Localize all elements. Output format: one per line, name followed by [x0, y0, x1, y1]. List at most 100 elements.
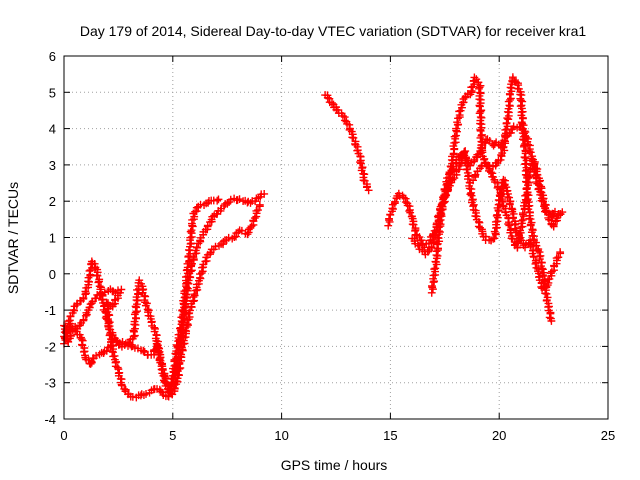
data-point-marker: [117, 285, 126, 294]
data-point-marker: [353, 146, 362, 155]
data-point-marker: [213, 196, 222, 205]
data-point-marker: [260, 190, 269, 198]
series-track-2: [60, 200, 264, 399]
data-point-marker: [427, 243, 436, 251]
x-tick-label: 0: [60, 428, 67, 443]
data-point-marker: [385, 214, 393, 223]
x-tick-label: 15: [383, 428, 397, 443]
data-point-marker: [105, 311, 114, 320]
data-point-marker: [466, 190, 475, 199]
data-point-marker: [474, 84, 483, 93]
data-point-marker: [547, 317, 556, 325]
data-point-marker: [507, 94, 515, 103]
data-point-marker: [206, 248, 215, 257]
data-point-marker: [468, 195, 477, 204]
data-point-marker: [453, 118, 462, 127]
data-point-marker: [538, 264, 546, 273]
data-point-marker: [556, 210, 565, 218]
data-point-marker: [190, 212, 199, 221]
data-point-marker: [66, 319, 75, 328]
grid-lines: [64, 56, 608, 419]
y-tick-label: -4: [44, 412, 56, 427]
y-tick-label: -1: [44, 303, 56, 318]
data-point-marker: [180, 339, 189, 348]
data-point-marker: [430, 265, 439, 274]
data-point-marker: [214, 195, 223, 204]
data-point-marker: [153, 342, 161, 351]
data-point-marker: [531, 260, 540, 268]
data-point-marker: [536, 176, 544, 185]
data-point-marker: [187, 239, 196, 248]
y-tick-label: -3: [44, 376, 56, 391]
data-point-marker: [476, 134, 485, 142]
data-point-marker: [356, 158, 364, 167]
data-point-marker: [179, 310, 188, 319]
data-point-marker: [171, 361, 180, 370]
data-point-marker: [184, 246, 193, 254]
x-tick-label: 10: [274, 428, 288, 443]
data-point-marker: [505, 200, 514, 209]
data-point-marker: [414, 241, 423, 250]
data-point-marker: [364, 186, 373, 195]
data-point-marker: [442, 177, 451, 186]
data-point-marker: [92, 351, 100, 360]
data-point-marker: [501, 208, 510, 217]
x-axis-ticks: 0 5 10 15 20 25: [60, 56, 615, 443]
data-point-marker: [465, 171, 473, 180]
y-tick-label: 3: [49, 158, 56, 173]
data-point-marker: [475, 109, 484, 118]
chart-title: Day 179 of 2014, Sidereal Day-to-day VTE…: [80, 23, 586, 39]
y-tick-label: 4: [49, 122, 56, 137]
data-point-marker: [521, 131, 529, 140]
data-point-marker: [384, 221, 393, 230]
data-point-marker: [503, 107, 512, 116]
data-point-marker: [134, 289, 143, 298]
data-point-marker: [440, 184, 449, 193]
data-point-marker: [417, 236, 426, 245]
data-point-marker: [504, 220, 513, 228]
data-point-marker: [525, 171, 534, 179]
data-point-marker: [540, 279, 548, 287]
data-point-marker: [476, 127, 485, 135]
data-point-marker: [176, 323, 185, 332]
series-track-8: [469, 158, 565, 252]
data-point-marker: [518, 97, 527, 106]
data-point-marker: [490, 227, 499, 236]
data-point-marker: [498, 198, 506, 206]
data-point-marker: [523, 188, 532, 197]
data-point-marker: [431, 257, 440, 266]
data-point-marker: [155, 347, 164, 356]
data-point-marker: [142, 390, 150, 398]
data-point-marker: [94, 278, 103, 287]
x-tick-label: 20: [492, 428, 506, 443]
data-point-marker: [534, 273, 543, 282]
data-point-marker: [168, 371, 177, 380]
data-point-marker: [453, 127, 461, 136]
data-point-marker: [85, 303, 94, 312]
data-point-marker: [213, 209, 222, 218]
data-point-marker: [516, 226, 525, 235]
x-tick-label: 25: [601, 428, 615, 443]
data-point-marker: [100, 288, 109, 297]
data-point-marker: [526, 148, 535, 157]
series-track-4: [321, 91, 373, 195]
y-tick-label: -2: [44, 339, 56, 354]
data-point-marker: [133, 307, 141, 316]
y-tick-label: 0: [49, 267, 56, 282]
data-point-marker: [333, 106, 342, 115]
data-point-marker: [437, 212, 446, 221]
data-point-marker: [542, 289, 551, 298]
data-point-marker: [81, 287, 90, 296]
data-point-marker: [176, 364, 185, 372]
x-tick-label: 5: [169, 428, 176, 443]
data-point-marker: [108, 347, 117, 356]
data-point-marker: [411, 227, 419, 235]
y-tick-label: 2: [49, 194, 56, 209]
data-point-marker: [79, 348, 88, 356]
series-track-3: [60, 195, 223, 402]
data-point-marker: [433, 233, 442, 242]
series-track-7: [427, 122, 567, 297]
y-tick-label: 1: [49, 231, 56, 246]
data-point-marker: [474, 222, 483, 231]
